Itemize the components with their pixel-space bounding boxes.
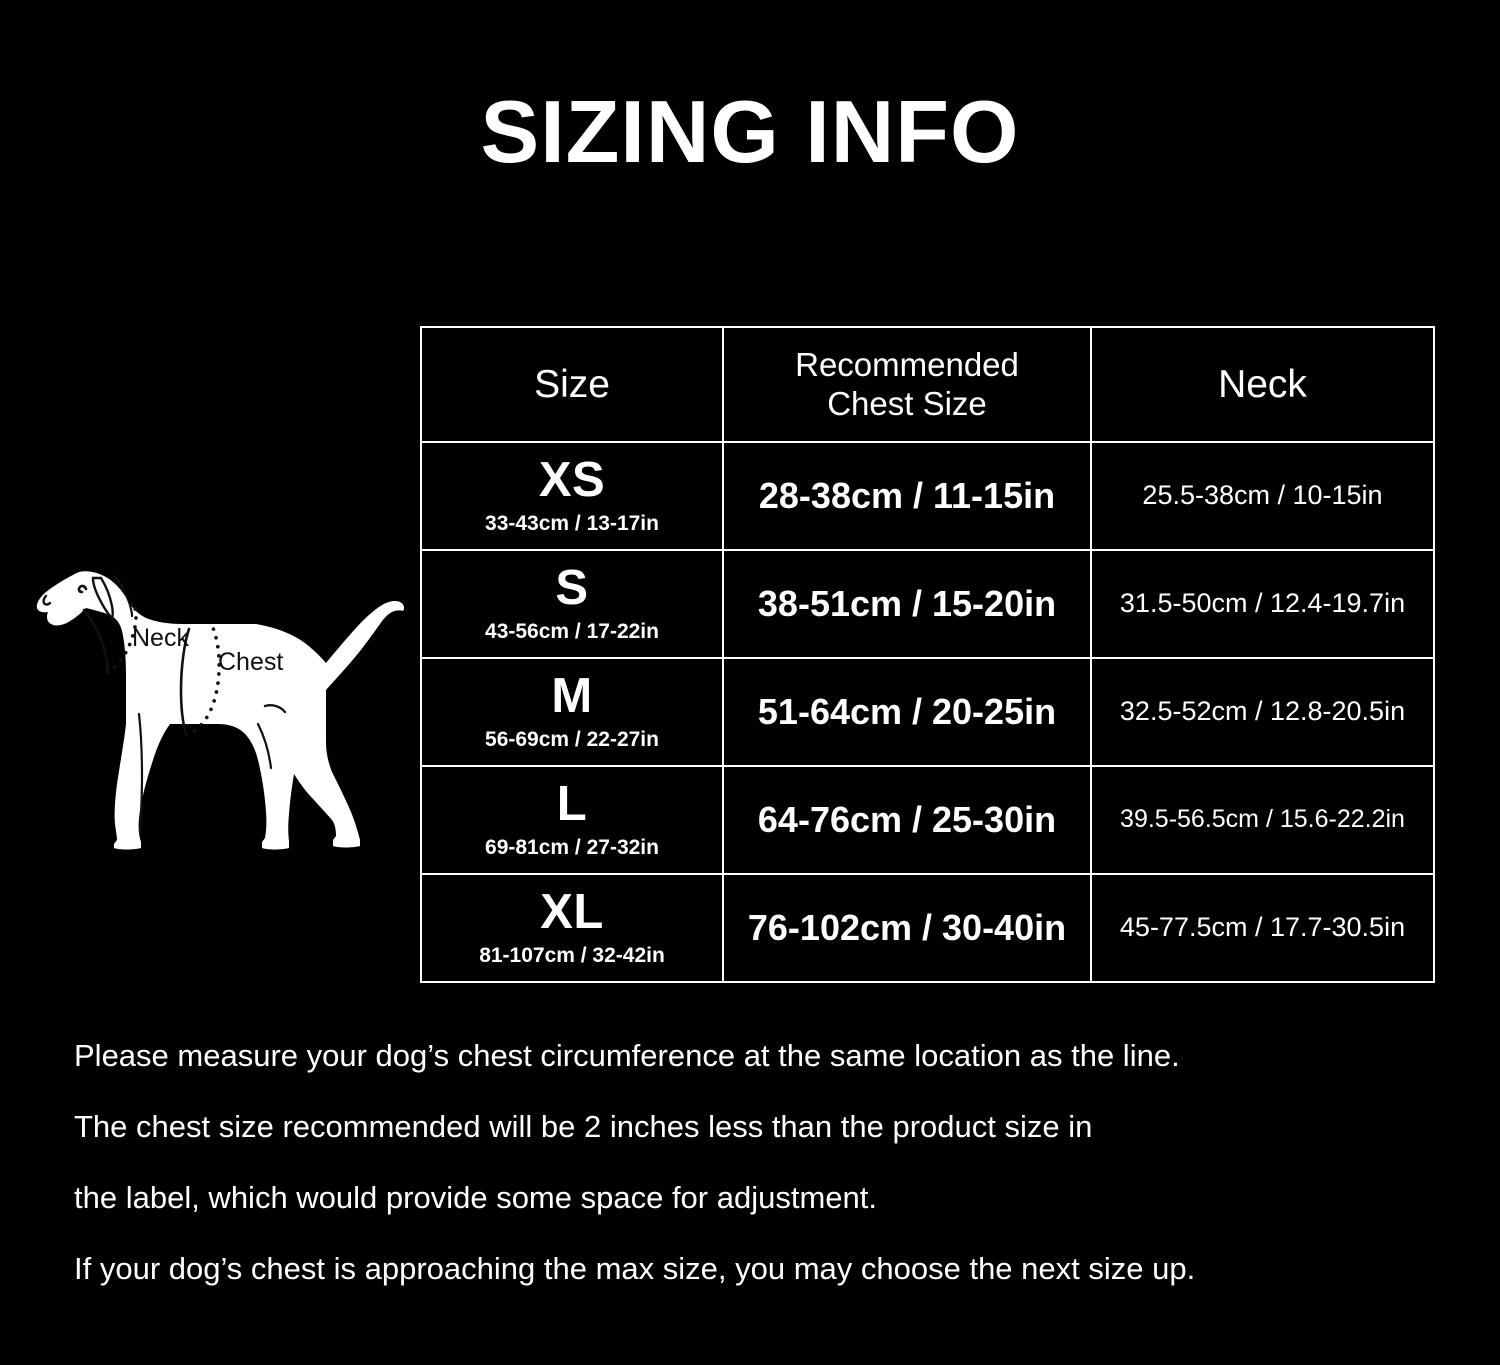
note-line: If your dog’s chest is approaching the m… bbox=[74, 1251, 1196, 1286]
cell-chest: 64-76cm / 25-30in bbox=[722, 765, 1092, 875]
size-label: XL bbox=[540, 884, 604, 939]
table-row: S 43-56cm / 17-22in 38-51cm / 15-20in 31… bbox=[420, 549, 1435, 659]
neck-value: 32.5-52cm / 12.8-20.5in bbox=[1119, 696, 1406, 727]
neck-value: 45-77.5cm / 17.7-30.5in bbox=[1119, 912, 1406, 943]
chest-girth-line bbox=[179, 626, 221, 736]
cell-neck: 39.5-56.5cm / 15.6-22.2in bbox=[1090, 765, 1435, 875]
cell-neck: 31.5-50cm / 12.4-19.7in bbox=[1090, 549, 1435, 659]
chest-value: 28-38cm / 11-15in bbox=[758, 475, 1056, 517]
table-row: M 56-69cm / 22-27in 51-64cm / 20-25in 32… bbox=[420, 657, 1435, 767]
sizing-table: Size Recommended Chest Size Neck XS 33-4… bbox=[420, 326, 1435, 983]
chest-measure-label: Chest bbox=[218, 648, 283, 676]
neck-value: 31.5-50cm / 12.4-19.7in bbox=[1119, 588, 1406, 619]
cell-size: L 69-81cm / 27-32in bbox=[420, 765, 724, 875]
size-label: XS bbox=[538, 452, 606, 507]
table-row: XL 81-107cm / 32-42in 76-102cm / 30-40in… bbox=[420, 873, 1435, 983]
neck-value: 39.5-56.5cm / 15.6-22.2in bbox=[1120, 805, 1405, 834]
neck-value: 25.5-38cm / 10-15in bbox=[1142, 480, 1383, 511]
column-header-chest-line1: Recommended bbox=[795, 346, 1019, 384]
chest-value: 51-64cm / 20-25in bbox=[757, 691, 1057, 733]
size-range-value: 33-43cm / 13-17in bbox=[485, 511, 659, 535]
column-header-neck: Neck bbox=[1090, 326, 1435, 443]
cell-chest: 28-38cm / 11-15in bbox=[722, 441, 1092, 551]
cell-neck: 32.5-52cm / 12.8-20.5in bbox=[1090, 657, 1435, 767]
size-label: M bbox=[551, 668, 593, 723]
note-line: Please measure your dog’s chest circumfe… bbox=[74, 1038, 1180, 1073]
size-label: S bbox=[555, 560, 589, 615]
note-line: The chest size recommended will be 2 inc… bbox=[74, 1109, 1093, 1144]
column-header-chest-line2: Chest Size bbox=[827, 384, 987, 422]
cell-size: S 43-56cm / 17-22in bbox=[420, 549, 724, 659]
table-row: XS 33-43cm / 13-17in 28-38cm / 11-15in 2… bbox=[420, 441, 1435, 551]
dog-measurement-illustration: Neck Chest bbox=[22, 528, 422, 858]
cell-chest: 76-102cm / 30-40in bbox=[722, 873, 1092, 983]
size-label: L bbox=[556, 776, 588, 831]
chest-value: 64-76cm / 25-30in bbox=[757, 799, 1057, 841]
size-range-value: 56-69cm / 22-27in bbox=[485, 727, 659, 751]
neck-girth-line bbox=[82, 606, 138, 674]
note-line: the label, which would provide some spac… bbox=[74, 1180, 877, 1215]
chest-value: 76-102cm / 30-40in bbox=[747, 907, 1067, 949]
size-range-value: 43-56cm / 17-22in bbox=[485, 619, 659, 643]
column-header-size: Size bbox=[420, 326, 724, 443]
cell-size: XL 81-107cm / 32-42in bbox=[420, 873, 724, 983]
column-header-chest: Recommended Chest Size bbox=[722, 326, 1092, 443]
column-header-neck-label: Neck bbox=[1218, 362, 1307, 406]
dog-silhouette-shape bbox=[36, 571, 404, 850]
cell-chest: 38-51cm / 15-20in bbox=[722, 549, 1092, 659]
cell-chest: 51-64cm / 20-25in bbox=[722, 657, 1092, 767]
page-title: SIZING INFO bbox=[480, 82, 1020, 181]
cell-size: M 56-69cm / 22-27in bbox=[420, 657, 724, 767]
chest-value: 38-51cm / 15-20in bbox=[757, 583, 1057, 625]
cell-size: XS 33-43cm / 13-17in bbox=[420, 441, 724, 551]
size-range-value: 81-107cm / 32-42in bbox=[479, 943, 665, 967]
table-header-row: Size Recommended Chest Size Neck bbox=[420, 326, 1435, 443]
cell-neck: 25.5-38cm / 10-15in bbox=[1090, 441, 1435, 551]
cell-neck: 45-77.5cm / 17.7-30.5in bbox=[1090, 873, 1435, 983]
size-range-value: 69-81cm / 27-32in bbox=[485, 835, 659, 859]
table-row: L 69-81cm / 27-32in 64-76cm / 25-30in 39… bbox=[420, 765, 1435, 875]
sizing-notes: Please measure your dog’s chest circumfe… bbox=[74, 1040, 1434, 1284]
column-header-size-label: Size bbox=[534, 362, 610, 406]
neck-measure-label: Neck bbox=[132, 624, 189, 652]
